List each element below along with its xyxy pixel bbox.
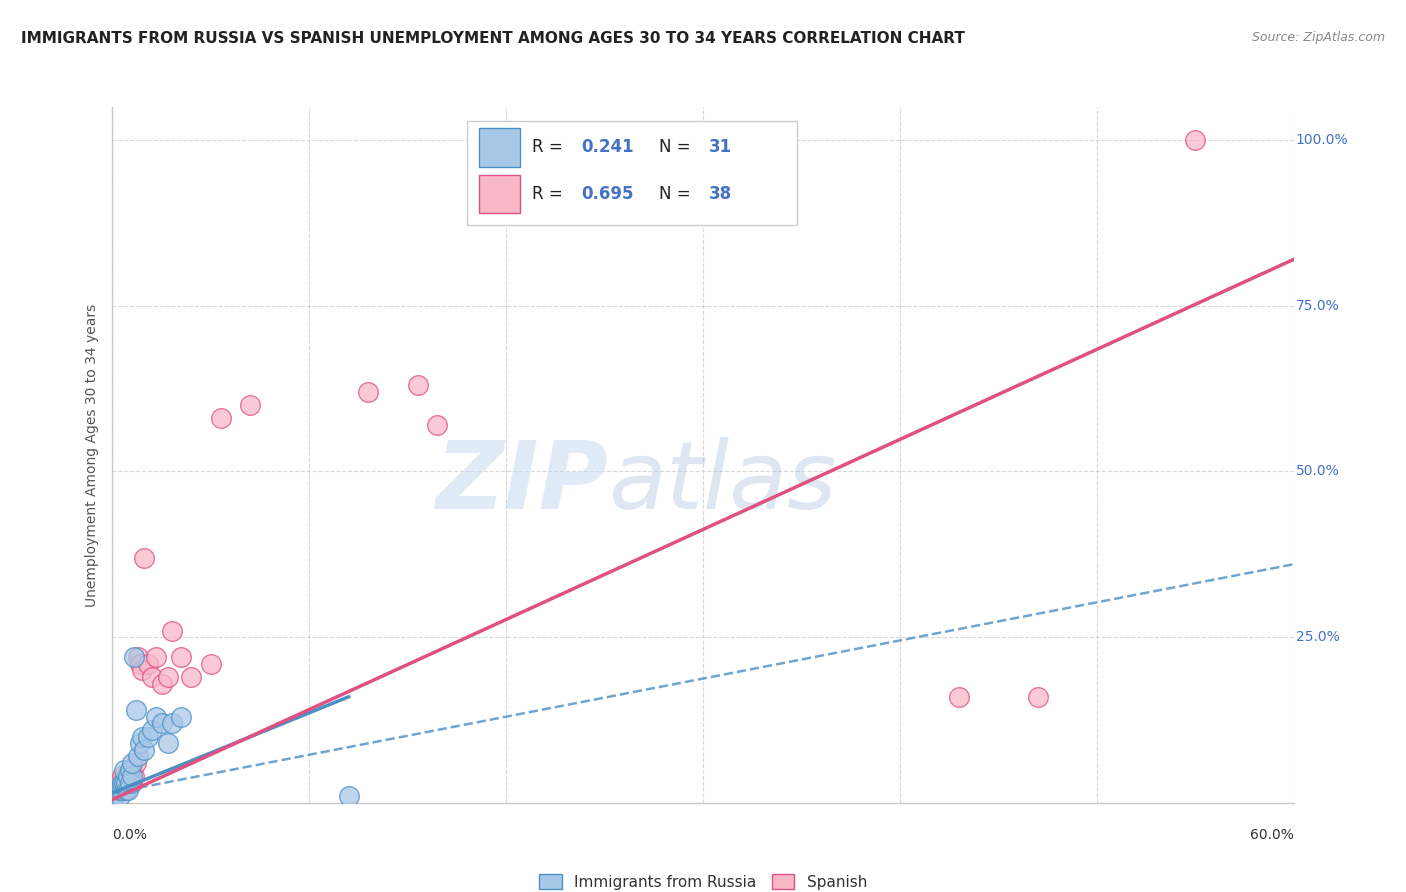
Point: [120, 763, 142, 777]
Point: [125, 756, 148, 770]
Point: [131, 663, 153, 677]
Point: [110, 789, 132, 804]
Point: [111, 776, 134, 790]
Point: [105, 782, 128, 797]
Text: 0.695: 0.695: [581, 185, 634, 203]
Point: [112, 776, 135, 790]
FancyBboxPatch shape: [478, 175, 520, 213]
Point: [115, 782, 138, 797]
Point: [121, 756, 143, 770]
Point: [145, 650, 167, 665]
Point: [337, 789, 360, 804]
Text: IMMIGRANTS FROM RUSSIA VS SPANISH UNEMPLOYMENT AMONG AGES 30 TO 34 YEARS CORRELA: IMMIGRANTS FROM RUSSIA VS SPANISH UNEMPL…: [21, 31, 965, 46]
Point: [180, 670, 202, 684]
Text: 100.0%: 100.0%: [1296, 133, 1348, 147]
Point: [132, 550, 155, 565]
Point: [112, 776, 135, 790]
Point: [111, 776, 134, 790]
Point: [120, 776, 142, 790]
Legend: Immigrants from Russia, Spanish: Immigrants from Russia, Spanish: [531, 866, 875, 892]
Point: [948, 690, 970, 704]
Point: [117, 776, 139, 790]
Point: [110, 782, 132, 797]
Point: [103, 789, 125, 804]
Point: [121, 776, 143, 790]
Point: [1026, 690, 1049, 704]
Point: [239, 398, 262, 412]
Point: [112, 763, 135, 777]
Text: 50.0%: 50.0%: [1296, 465, 1340, 478]
FancyBboxPatch shape: [467, 121, 797, 226]
Point: [426, 418, 449, 433]
Point: [117, 769, 139, 783]
Point: [115, 769, 138, 783]
Point: [141, 670, 163, 684]
Text: R =: R =: [531, 138, 568, 156]
Point: [129, 657, 152, 671]
Point: [160, 624, 183, 638]
Point: [115, 776, 138, 790]
Point: [170, 709, 193, 723]
Point: [127, 749, 149, 764]
Point: [209, 411, 232, 425]
Point: [145, 709, 167, 723]
Point: [170, 650, 193, 665]
Point: [110, 782, 132, 797]
Text: N =: N =: [659, 185, 696, 203]
Point: [357, 384, 380, 399]
Point: [120, 769, 142, 783]
Text: 0.241: 0.241: [581, 138, 634, 156]
Point: [156, 670, 179, 684]
Point: [1184, 133, 1206, 147]
Point: [111, 782, 134, 797]
Point: [121, 763, 143, 777]
Point: [122, 650, 145, 665]
Point: [200, 657, 222, 671]
Point: [120, 776, 142, 790]
Point: [107, 782, 129, 797]
Y-axis label: Unemployment Among Ages 30 to 34 years: Unemployment Among Ages 30 to 34 years: [86, 303, 100, 607]
Point: [122, 769, 145, 783]
Text: 25.0%: 25.0%: [1296, 630, 1340, 644]
Point: [150, 676, 173, 690]
Point: [105, 782, 128, 797]
Text: R =: R =: [531, 185, 568, 203]
Point: [129, 736, 152, 750]
Text: atlas: atlas: [609, 437, 837, 528]
Point: [121, 769, 143, 783]
Point: [136, 657, 159, 671]
Point: [150, 716, 173, 731]
Point: [125, 703, 148, 717]
Text: 0.0%: 0.0%: [112, 828, 148, 842]
Point: [111, 769, 134, 783]
Point: [141, 723, 163, 737]
Point: [107, 776, 129, 790]
Point: [136, 730, 159, 744]
Text: 31: 31: [709, 138, 733, 156]
Point: [131, 730, 153, 744]
Point: [160, 716, 183, 731]
Text: Source: ZipAtlas.com: Source: ZipAtlas.com: [1251, 31, 1385, 45]
Point: [406, 378, 429, 392]
Point: [115, 782, 138, 797]
Point: [132, 743, 155, 757]
Point: [127, 650, 149, 665]
Point: [103, 789, 125, 804]
Point: [156, 736, 179, 750]
Point: [117, 769, 139, 783]
Text: 60.0%: 60.0%: [1250, 828, 1294, 842]
Text: ZIP: ZIP: [436, 437, 609, 529]
Text: 38: 38: [709, 185, 733, 203]
Point: [117, 782, 139, 797]
Text: 75.0%: 75.0%: [1296, 299, 1340, 313]
FancyBboxPatch shape: [478, 128, 520, 167]
Text: N =: N =: [659, 138, 696, 156]
